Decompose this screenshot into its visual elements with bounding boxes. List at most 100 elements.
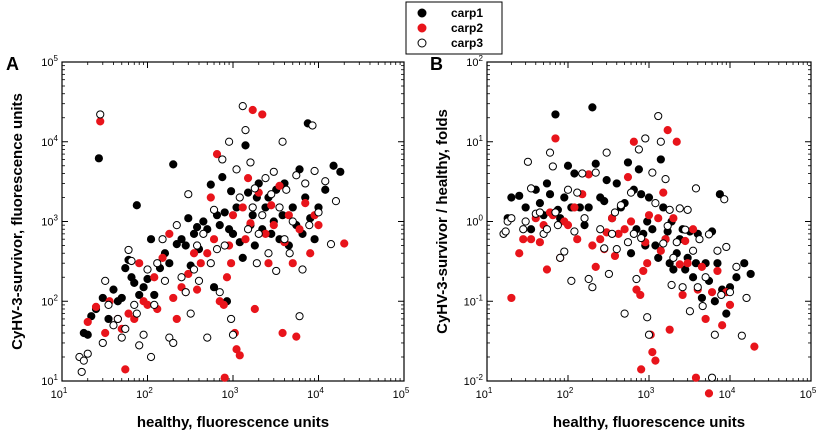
data-point-carp2 xyxy=(630,138,637,145)
y-tick-label: 100 xyxy=(466,214,483,229)
data-point-carp1 xyxy=(714,260,721,267)
data-point-carp2 xyxy=(97,118,104,125)
data-point-carp2 xyxy=(682,237,689,244)
data-point-carp2 xyxy=(655,215,662,222)
data-point-carp1 xyxy=(698,294,705,301)
data-point-carp3 xyxy=(621,310,628,317)
data-point-carp3 xyxy=(522,218,529,225)
data-point-carp2 xyxy=(673,138,680,145)
data-point-carp2 xyxy=(611,252,618,259)
legend-label-carp1: carp1 xyxy=(451,6,483,20)
data-point-carp3 xyxy=(187,310,194,317)
data-point-carp3 xyxy=(204,334,211,341)
data-point-carp2 xyxy=(239,204,246,211)
data-point-carp3 xyxy=(608,230,615,237)
data-point-carp2 xyxy=(589,242,596,249)
data-point-carp1 xyxy=(131,279,138,286)
data-point-carp3 xyxy=(114,315,121,322)
data-point-carp3 xyxy=(84,350,91,357)
data-point-carp2 xyxy=(204,250,211,257)
data-point-carp1 xyxy=(657,156,664,163)
data-point-carp3 xyxy=(627,189,634,196)
data-point-carp3 xyxy=(579,170,586,177)
data-point-carp1 xyxy=(711,298,718,305)
data-point-carp3 xyxy=(571,228,578,235)
data-point-carp2 xyxy=(262,230,269,237)
x-tick-label: 104 xyxy=(307,386,324,401)
data-point-carp1 xyxy=(655,254,662,261)
data-point-carp2 xyxy=(702,315,709,322)
data-point-carp3 xyxy=(190,266,197,273)
data-point-carp3 xyxy=(699,302,706,309)
data-point-carp3 xyxy=(589,284,596,291)
data-point-carp3 xyxy=(309,122,316,129)
x-tick-label: 101 xyxy=(476,386,493,401)
data-point-carp3 xyxy=(299,266,306,273)
data-point-carp2 xyxy=(170,294,177,301)
y-tick-label: 103 xyxy=(41,214,58,229)
data-point-carp2 xyxy=(289,260,296,267)
data-point-carp1 xyxy=(585,204,592,211)
data-point-carp2 xyxy=(173,315,180,322)
data-point-carp2 xyxy=(251,305,258,312)
data-point-carp3 xyxy=(603,149,610,156)
data-point-carp1 xyxy=(95,155,102,162)
data-point-carp3 xyxy=(327,241,334,248)
series-carp1 xyxy=(80,120,344,339)
data-point-carp2 xyxy=(249,106,256,113)
data-point-carp3 xyxy=(151,301,158,308)
data-point-carp2 xyxy=(705,390,712,397)
data-point-carp2 xyxy=(726,301,733,308)
data-point-carp1 xyxy=(144,275,151,282)
data-point-carp2 xyxy=(259,111,266,118)
data-point-carp1 xyxy=(227,188,234,195)
data-point-carp1 xyxy=(536,200,543,207)
x-tick-label: 103 xyxy=(638,386,655,401)
data-point-carp3 xyxy=(662,176,669,183)
data-point-carp2 xyxy=(670,215,677,222)
data-point-carp3 xyxy=(670,254,677,261)
series-carp3 xyxy=(500,112,750,381)
data-point-carp3 xyxy=(286,250,293,257)
data-point-carp3 xyxy=(721,196,728,203)
data-point-carp3 xyxy=(592,169,599,176)
data-point-carp1 xyxy=(635,166,642,173)
data-point-carp3 xyxy=(159,236,166,243)
data-point-carp1 xyxy=(592,160,599,167)
data-point-carp1 xyxy=(244,189,251,196)
data-point-carp2 xyxy=(151,274,158,281)
x-tick-label: 102 xyxy=(136,386,153,401)
data-point-carp3 xyxy=(210,206,217,213)
data-point-carp2 xyxy=(574,236,581,243)
data-point-carp2 xyxy=(341,240,348,247)
data-point-carp3 xyxy=(265,250,272,257)
data-point-carp1 xyxy=(516,192,523,199)
data-point-carp1 xyxy=(552,111,559,118)
data-point-carp2 xyxy=(125,310,132,317)
data-point-carp1 xyxy=(118,294,125,301)
data-point-carp2 xyxy=(645,212,652,219)
data-point-carp3 xyxy=(154,260,161,267)
data-point-carp3 xyxy=(635,146,642,153)
data-point-carp2 xyxy=(698,263,705,270)
panel-b: 101 102 103 104 10510-210-1100101102healthy,… xyxy=(430,54,817,431)
data-point-carp3 xyxy=(694,284,701,291)
data-point-carp1 xyxy=(603,177,610,184)
data-point-carp3 xyxy=(293,172,300,179)
data-point-carp3 xyxy=(289,218,296,225)
data-point-carp2 xyxy=(714,267,721,274)
data-point-carp1 xyxy=(147,236,154,243)
data-point-carp3 xyxy=(564,186,571,193)
data-point-carp3 xyxy=(689,247,696,254)
data-point-carp2 xyxy=(227,260,234,267)
data-point-carp3 xyxy=(128,257,135,264)
data-point-carp3 xyxy=(97,111,104,118)
data-point-carp3 xyxy=(568,277,575,284)
data-point-carp3 xyxy=(711,331,718,338)
x-tick-label: 103 xyxy=(222,386,239,401)
data-point-carp1 xyxy=(322,186,329,193)
data-point-carp2 xyxy=(315,222,322,229)
data-point-carp1 xyxy=(242,142,249,149)
data-point-carp2 xyxy=(571,204,578,211)
data-point-carp3 xyxy=(664,222,671,229)
